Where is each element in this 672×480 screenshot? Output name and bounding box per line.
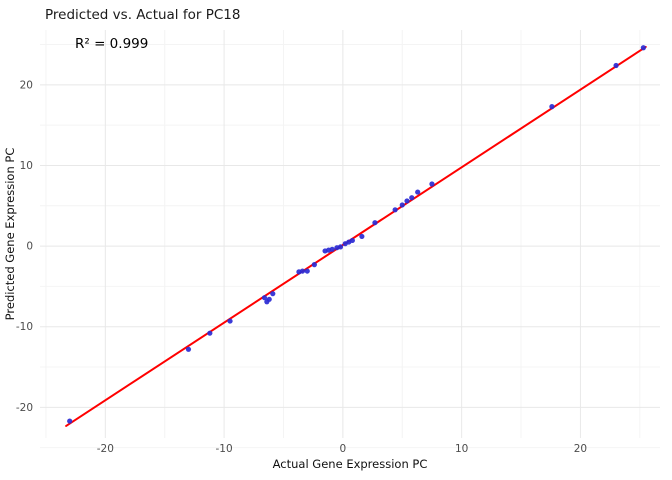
scatter-point bbox=[549, 104, 555, 110]
scatter-point bbox=[640, 45, 646, 51]
scatter-point bbox=[270, 291, 276, 297]
scatter-point bbox=[311, 262, 317, 268]
chart-title: Predicted vs. Actual for PC18 bbox=[45, 7, 241, 23]
y-axis-label: Predicted Gene Expression PC bbox=[3, 148, 17, 321]
x-axis-label: Actual Gene Expression PC bbox=[273, 457, 428, 471]
regression-line bbox=[65, 45, 647, 427]
scatter-point bbox=[261, 295, 268, 301]
scatter-point bbox=[67, 418, 73, 424]
scatter-point bbox=[329, 246, 335, 252]
scatter-point bbox=[409, 195, 415, 201]
scatter-point bbox=[304, 268, 310, 274]
x-tick-label: 10 bbox=[455, 443, 468, 455]
y-tick-label: 0 bbox=[26, 241, 33, 253]
scatter-point bbox=[337, 244, 344, 250]
scatter-point bbox=[185, 346, 192, 352]
scatter-point bbox=[207, 330, 213, 336]
scatter-point bbox=[392, 207, 398, 213]
r-squared-annotation: R² = 0.999 bbox=[75, 36, 149, 52]
x-tick-label: 20 bbox=[574, 443, 587, 455]
y-tick-label: 10 bbox=[20, 160, 33, 172]
scatter-point bbox=[299, 268, 306, 274]
x-tick-label: -10 bbox=[216, 443, 233, 455]
scatter-point bbox=[227, 318, 233, 324]
x-tick-label: 0 bbox=[340, 443, 347, 455]
scatter-point bbox=[349, 237, 355, 244]
scatter-point bbox=[415, 189, 421, 195]
scatter-point bbox=[613, 62, 619, 69]
scatter-point bbox=[404, 198, 410, 204]
scatter-point bbox=[266, 296, 272, 302]
y-tick-label: -10 bbox=[16, 321, 33, 333]
scatter-point bbox=[359, 233, 365, 240]
x-tick-label: -20 bbox=[97, 443, 114, 455]
scatter-point bbox=[399, 202, 405, 208]
y-tick-label: -20 bbox=[16, 402, 33, 414]
scatter-point bbox=[429, 181, 435, 187]
y-tick-label: 20 bbox=[20, 79, 33, 91]
scatter-point bbox=[372, 220, 378, 226]
